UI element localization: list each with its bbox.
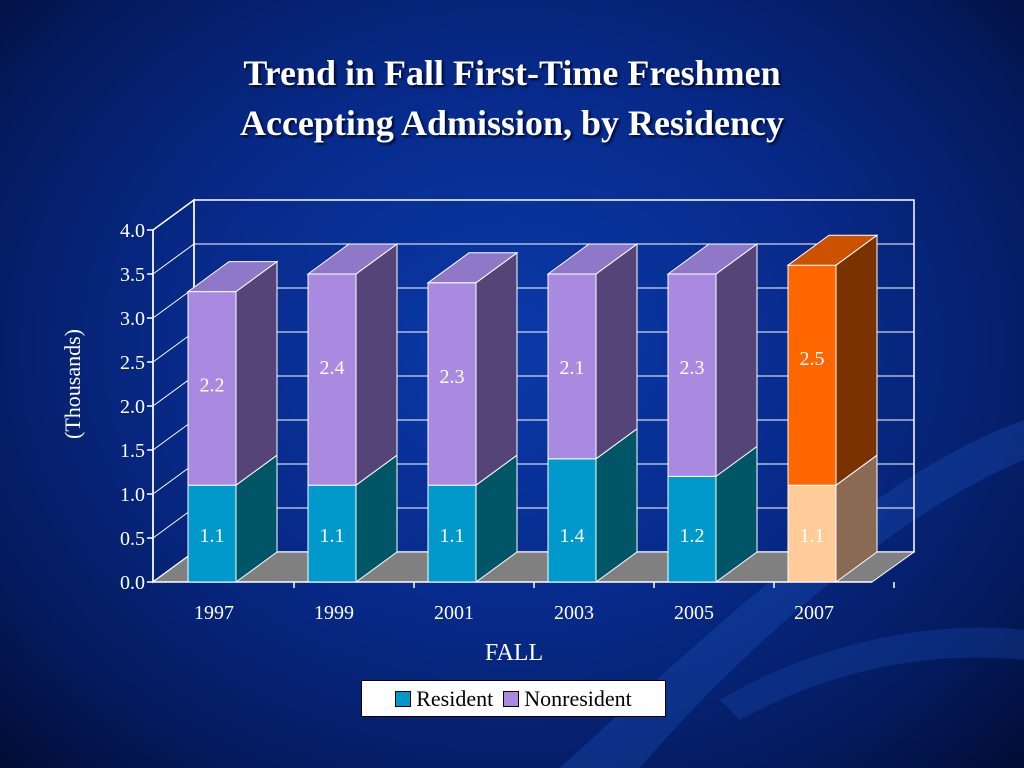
chart-title: Trend in Fall First-Time Freshmen Accept… [0, 48, 1024, 148]
bar-side-nonresident-2003 [595, 243, 638, 460]
data-label-resident-2005: 1.2 [680, 525, 705, 547]
x-tick-label-2005: 2005 [674, 602, 714, 624]
bar-top-2005 [666, 243, 759, 275]
gridline-side [152, 243, 195, 275]
x-tick-label-2003: 2003 [554, 602, 594, 624]
data-label-resident-2003: 1.4 [560, 525, 585, 547]
x-tick-label-1997: 1997 [194, 602, 234, 624]
bar-segment-resident-2007 [787, 484, 837, 583]
bar-segment-resident-2005 [667, 475, 717, 583]
data-label-nonresident-1999: 2.4 [320, 357, 345, 379]
chart-legend: Resident Nonresident [361, 680, 666, 717]
y-axis-label: (Thousands) [60, 329, 85, 439]
gridline-side [152, 463, 195, 495]
data-label-nonresident-1997: 2.2 [200, 375, 225, 397]
bar-side-nonresident-2007 [835, 234, 878, 487]
y-tick-label: 3.0 [120, 308, 145, 330]
data-label-nonresident-2001: 2.3 [440, 366, 465, 388]
bar-segment-resident-2001 [427, 484, 477, 583]
y-tick-label: 0.0 [120, 572, 145, 594]
bar-segment-nonresident-2003 [547, 273, 597, 460]
x-tick-label-2001: 2001 [434, 602, 474, 624]
y-tick-label: 2.0 [120, 396, 145, 418]
gridline-side [152, 199, 195, 231]
bar-top-2007 [786, 234, 879, 266]
bar-top-2001 [426, 252, 519, 284]
bar-group-2007: 1.1 2.5 [786, 234, 879, 583]
gridline-side [152, 507, 195, 539]
data-label-resident-1997: 1.1 [200, 525, 225, 547]
legend-label-nonresident: Nonresident [524, 685, 632, 711]
bar-side-nonresident-1999 [355, 243, 398, 487]
bar-side-nonresident-2001 [475, 251, 518, 487]
y-tick-label: 2.5 [120, 352, 145, 374]
x-tick-label-2007: 2007 [794, 602, 834, 624]
bar-segment-resident-2003 [547, 458, 597, 583]
gridline-side [152, 419, 195, 451]
data-label-resident-1999: 1.1 [320, 525, 345, 547]
x-axis-ticks: 1997 1999 2001 2003 2005 2007 [194, 582, 895, 624]
bar-top-1997 [186, 261, 279, 293]
y-tick-label: 1.0 [120, 484, 145, 506]
data-label-nonresident-2007: 2.5 [800, 348, 825, 370]
chart-title-line-2: Accepting Admission, by Residency [239, 103, 785, 143]
data-label-resident-2001: 1.1 [440, 525, 465, 547]
y-tick-label: 0.5 [120, 528, 145, 550]
data-label-nonresident-2003: 2.1 [560, 357, 585, 379]
bar-side-nonresident-2005 [715, 243, 758, 478]
x-tick-label-1999: 1999 [314, 602, 354, 624]
legend-item-nonresident: Nonresident [503, 686, 632, 712]
chart-title-line-1: Trend in Fall First-Time Freshmen [243, 53, 781, 93]
gridline-side [152, 375, 195, 407]
y-tick-label: 1.5 [120, 440, 145, 462]
y-tick-label: 3.5 [120, 264, 145, 286]
bar-segment-resident-1999 [307, 484, 357, 583]
bar-group-1999: 1.1 2.4 [306, 243, 399, 583]
bars: 1.1 2.2 1.1 2.4 1.1 2.3 1.4 2.1 1.2 2.3 1.1 2.5 [186, 234, 879, 583]
y-tick-label: 4.0 [120, 220, 145, 242]
bar-segment-resident-1997 [187, 484, 237, 583]
bar-side-nonresident-1997 [235, 260, 278, 487]
legend-label-resident: Resident [416, 685, 494, 711]
bar-group-1997: 1.1 2.2 [186, 260, 279, 583]
gridline-side [152, 331, 195, 363]
bar-group-2001: 1.1 2.3 [426, 251, 519, 583]
legend-swatch-resident [395, 690, 412, 707]
bar-segment-nonresident-2007 [787, 264, 837, 486]
bar-top-2003 [546, 243, 639, 275]
bar-top-1999 [306, 243, 399, 275]
gridline-side [152, 287, 195, 319]
y-axis-ticks: 0.0 0.5 1.0 1.5 2.0 2.5 3.0 3.5 4.0 [120, 220, 153, 594]
x-axis-label: FALL [485, 640, 543, 666]
bar-segment-nonresident-1997 [187, 291, 237, 486]
data-label-nonresident-2005: 2.3 [680, 357, 705, 379]
bar-group-2003: 1.4 2.1 [546, 243, 639, 583]
legend-item-resident: Resident [395, 686, 493, 712]
bar-segment-nonresident-1999 [307, 273, 357, 486]
data-label-resident-2007: 1.1 [800, 525, 825, 547]
bar-segment-nonresident-2001 [427, 282, 477, 486]
bar-group-2005: 1.2 2.3 [666, 243, 759, 583]
legend-swatch-nonresident [503, 690, 520, 707]
bar-segment-nonresident-2005 [667, 273, 717, 477]
